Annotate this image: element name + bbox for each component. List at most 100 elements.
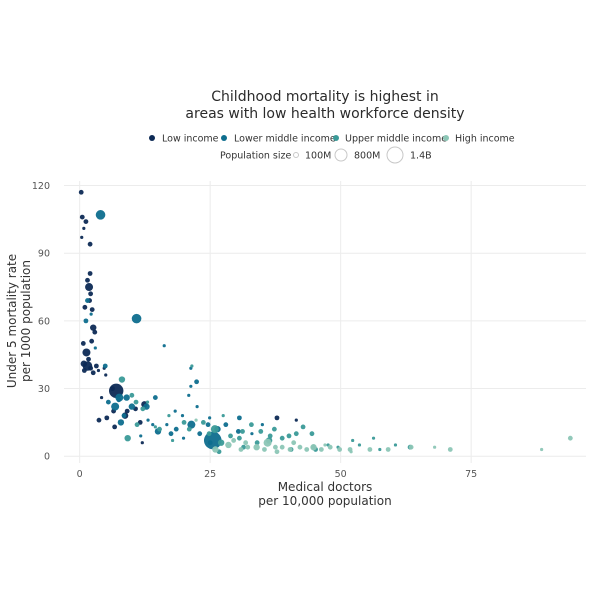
data-point-low-income [140, 441, 144, 445]
data-point-upper-middle-income [240, 429, 245, 434]
data-point-lower-middle-income [180, 414, 185, 418]
data-point-high-income [540, 447, 544, 452]
data-point-upper-middle-income [236, 435, 242, 441]
data-point-lower-middle-income [205, 422, 211, 428]
data-point-high-income [567, 435, 573, 441]
data-point-high-income [385, 447, 391, 452]
data-point-lower-middle-income [223, 422, 229, 428]
chart-title-line-2: areas with low health workforce density [185, 106, 464, 122]
data-point-low-income [89, 307, 95, 312]
y-axis-title-line-1: Under 5 mortality rate [5, 254, 19, 388]
data-point-low-income [86, 356, 91, 362]
data-point-upper-middle-income [167, 414, 171, 418]
data-point-high-income [253, 444, 260, 451]
data-point-lower-middle-income [102, 363, 108, 369]
data-point-lower-middle-income [194, 379, 199, 385]
data-point-upper-middle-income [271, 426, 277, 432]
data-point-low-income [82, 348, 91, 357]
data-point-lower-middle-income [111, 402, 120, 411]
data-point-upper-middle-income [186, 426, 192, 432]
data-point-lower-middle-income [173, 409, 177, 413]
x-axis-title-line-1: Medical doctors [278, 480, 373, 494]
data-point-upper-middle-income [217, 439, 225, 446]
data-point-lower-middle-income [165, 423, 169, 427]
data-point-lower-middle-income [105, 399, 111, 405]
data-point-low-income [85, 277, 90, 283]
data-point-high-income [194, 418, 198, 422]
data-point-low-income [80, 341, 86, 346]
size-legend-circle-medium [334, 148, 348, 162]
data-point-lower-middle-income [203, 431, 222, 450]
data-point-low-income [92, 329, 98, 335]
data-point-upper-middle-income [357, 443, 362, 447]
data-point-lower-middle-income [151, 423, 155, 427]
data-point-high-income [337, 447, 343, 452]
data-point-lower-middle-income [117, 419, 125, 426]
data-point-high-income [274, 449, 280, 455]
data-point-upper-middle-income [267, 433, 273, 439]
size-legend-title: Population size [220, 151, 292, 162]
data-point-high-income [245, 444, 251, 450]
data-point-low-income [124, 408, 130, 414]
data-point-lower-middle-income [116, 397, 122, 403]
data-point-lower-middle-income [168, 431, 174, 437]
data-point-lower-middle-income [208, 416, 212, 420]
x-axis-title-line-2: per 10,000 population [258, 494, 391, 508]
data-point-upper-middle-income [206, 431, 212, 437]
y-tick-label: 30 [38, 384, 50, 395]
data-point-upper-middle-income [228, 433, 233, 439]
y-axis-title-line-2: per 1000 population [19, 260, 33, 382]
data-point-upper-middle-income [279, 435, 285, 441]
legend-swatch-low-income [149, 135, 155, 141]
legend-label-high-income: High income [455, 134, 515, 145]
data-point-low-income [112, 424, 118, 430]
size-legend-circle-small [293, 152, 299, 158]
legend-swatch-lower-middle-income [221, 135, 227, 141]
data-point-lower-middle-income [260, 423, 264, 427]
data-point-low-income [81, 368, 87, 373]
x-tick-label: 50 [335, 469, 347, 480]
data-point-low-income [82, 226, 86, 230]
data-point-low-income [99, 395, 104, 400]
data-point-lower-middle-income [187, 393, 191, 397]
legend-label-lower-middle-income: Lower middle income [234, 134, 336, 145]
data-point-upper-middle-income [393, 443, 398, 447]
data-point-low-income [87, 241, 93, 247]
data-point-high-income [318, 447, 324, 452]
data-point-lower-middle-income [250, 432, 254, 436]
data-point-low-income [89, 338, 95, 344]
data-point-low-income [294, 418, 298, 422]
data-point-upper-middle-income [254, 440, 260, 446]
data-point-upper-middle-income [157, 426, 162, 432]
y-tick-label: 120 [32, 181, 50, 192]
data-point-low-income [80, 235, 84, 239]
legend-label-upper-middle-income: Upper middle income [345, 134, 447, 145]
data-point-high-income [327, 444, 333, 450]
data-point-low-income [96, 368, 101, 373]
x-tick-label: 75 [465, 469, 477, 480]
data-point-low-income [85, 283, 94, 292]
legend-swatch-high-income [443, 135, 449, 141]
data-point-high-income [304, 447, 310, 452]
data-point-upper-middle-income [133, 399, 139, 405]
data-point-upper-middle-income [134, 422, 140, 428]
data-point-low-income [90, 324, 97, 331]
data-point-lower-middle-income [162, 344, 166, 348]
data-point-upper-middle-income [118, 376, 126, 383]
data-point-lower-middle-income [187, 420, 196, 429]
data-point-low-income [83, 219, 89, 225]
data-point-lower-middle-income [197, 431, 203, 437]
data-point-high-income [310, 444, 317, 451]
y-tick-label: 90 [38, 249, 50, 260]
data-point-upper-middle-income [286, 433, 292, 439]
color-legend: Low income Lower middle income Upper mid… [149, 134, 515, 145]
chart-title-line-1: Childhood mortality is highest in [211, 89, 438, 105]
data-point-upper-middle-income [124, 434, 131, 442]
data-point-upper-middle-income [210, 425, 219, 434]
legend-swatch-upper-middle-income [333, 135, 339, 141]
data-point-high-income [287, 447, 293, 452]
data-point-lower-middle-income [83, 318, 89, 324]
size-legend-label-small: 100M [305, 151, 331, 162]
data-point-lower-middle-income [236, 415, 242, 421]
